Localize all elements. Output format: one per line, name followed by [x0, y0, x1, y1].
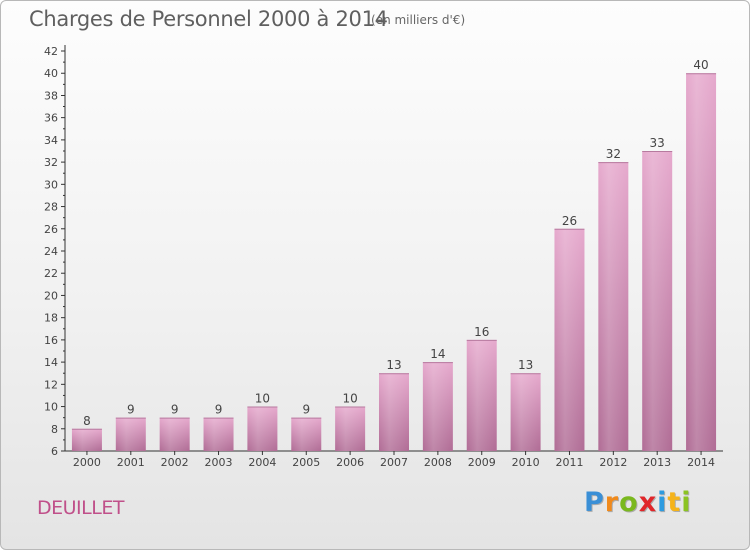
bar-shine	[203, 417, 234, 451]
x-tick-label: 2013	[643, 456, 671, 469]
value-label: 16	[474, 325, 489, 339]
y-tick-label: 20	[44, 289, 58, 302]
y-tick-label: 32	[44, 156, 58, 169]
value-label: 9	[302, 403, 310, 417]
x-tick-label: 2007	[380, 456, 408, 469]
value-label: 13	[518, 358, 533, 372]
y-tick-label: 36	[44, 112, 58, 125]
y-tick-label: 30	[44, 178, 58, 191]
y-tick-label: 18	[44, 312, 58, 325]
x-tick-label: 2005	[292, 456, 320, 469]
bar-shine	[159, 417, 190, 451]
y-tick-label: 34	[44, 134, 58, 147]
value-label: 10	[255, 392, 270, 406]
y-tick-label: 8	[51, 423, 58, 436]
y-tick-label: 40	[44, 67, 58, 80]
value-label: 9	[127, 403, 135, 417]
y-tick-label: 10	[44, 401, 58, 414]
logo-letter: t	[667, 487, 682, 518]
y-tick-label: 42	[44, 45, 58, 58]
logo-letter: x	[638, 487, 658, 518]
value-label: 26	[562, 214, 577, 228]
logo-letter: o	[619, 487, 639, 518]
value-label: 13	[386, 358, 401, 372]
x-tick-label: 2014	[687, 456, 715, 469]
value-label: 40	[693, 58, 708, 72]
value-label: 9	[171, 403, 179, 417]
bar-shine	[71, 428, 102, 451]
logo-letter: i	[681, 487, 692, 518]
bar-shine	[247, 406, 278, 451]
bar-shine	[379, 373, 409, 451]
bar-shine	[291, 417, 322, 451]
logo-letter: r	[604, 487, 620, 518]
bar-shine	[466, 339, 497, 451]
bar-shine	[642, 151, 673, 451]
value-label: 33	[650, 136, 665, 150]
chart-subtitle: (en milliers d'€)	[371, 13, 466, 27]
y-tick-label: 6	[51, 445, 58, 458]
bar-shine	[598, 162, 629, 451]
x-tick-label: 2010	[512, 456, 540, 469]
chart-title: Charges de Personnel 2000 à 2014	[29, 7, 388, 31]
bar-shine	[115, 417, 146, 451]
bar-shine	[554, 228, 585, 451]
y-tick-label: 28	[44, 201, 58, 214]
logo-letter: P	[584, 487, 605, 518]
bar-shine	[422, 362, 453, 451]
bar-shine	[335, 406, 366, 451]
x-tick-label: 2006	[336, 456, 364, 469]
y-tick-label: 38	[44, 89, 58, 102]
x-tick-label: 2001	[117, 456, 145, 469]
proxiti-logo: Proxiti	[584, 487, 692, 518]
bar-shine	[510, 373, 541, 451]
x-tick-label: 2004	[248, 456, 276, 469]
y-tick-label: 24	[44, 245, 58, 258]
value-label: 32	[606, 147, 621, 161]
x-tick-label: 2003	[205, 456, 233, 469]
x-tick-label: 2000	[73, 456, 101, 469]
logo-letter: i	[657, 487, 668, 518]
value-label: 9	[215, 403, 223, 417]
value-label: 8	[83, 414, 91, 428]
y-tick-label: 12	[44, 378, 58, 391]
value-label: 10	[342, 392, 357, 406]
commune-name: DEUILLET	[37, 497, 124, 519]
y-tick-label: 14	[44, 356, 58, 369]
x-tick-label: 2011	[555, 456, 583, 469]
y-tick-label: 22	[44, 267, 58, 280]
x-tick-label: 2012	[599, 456, 627, 469]
value-label: 14	[430, 347, 445, 361]
x-tick-label: 2008	[424, 456, 452, 469]
bar-shine	[686, 73, 717, 451]
x-tick-label: 2009	[468, 456, 496, 469]
x-tick-label: 2002	[161, 456, 189, 469]
y-tick-label: 26	[44, 223, 58, 236]
y-tick-label: 16	[44, 334, 58, 347]
